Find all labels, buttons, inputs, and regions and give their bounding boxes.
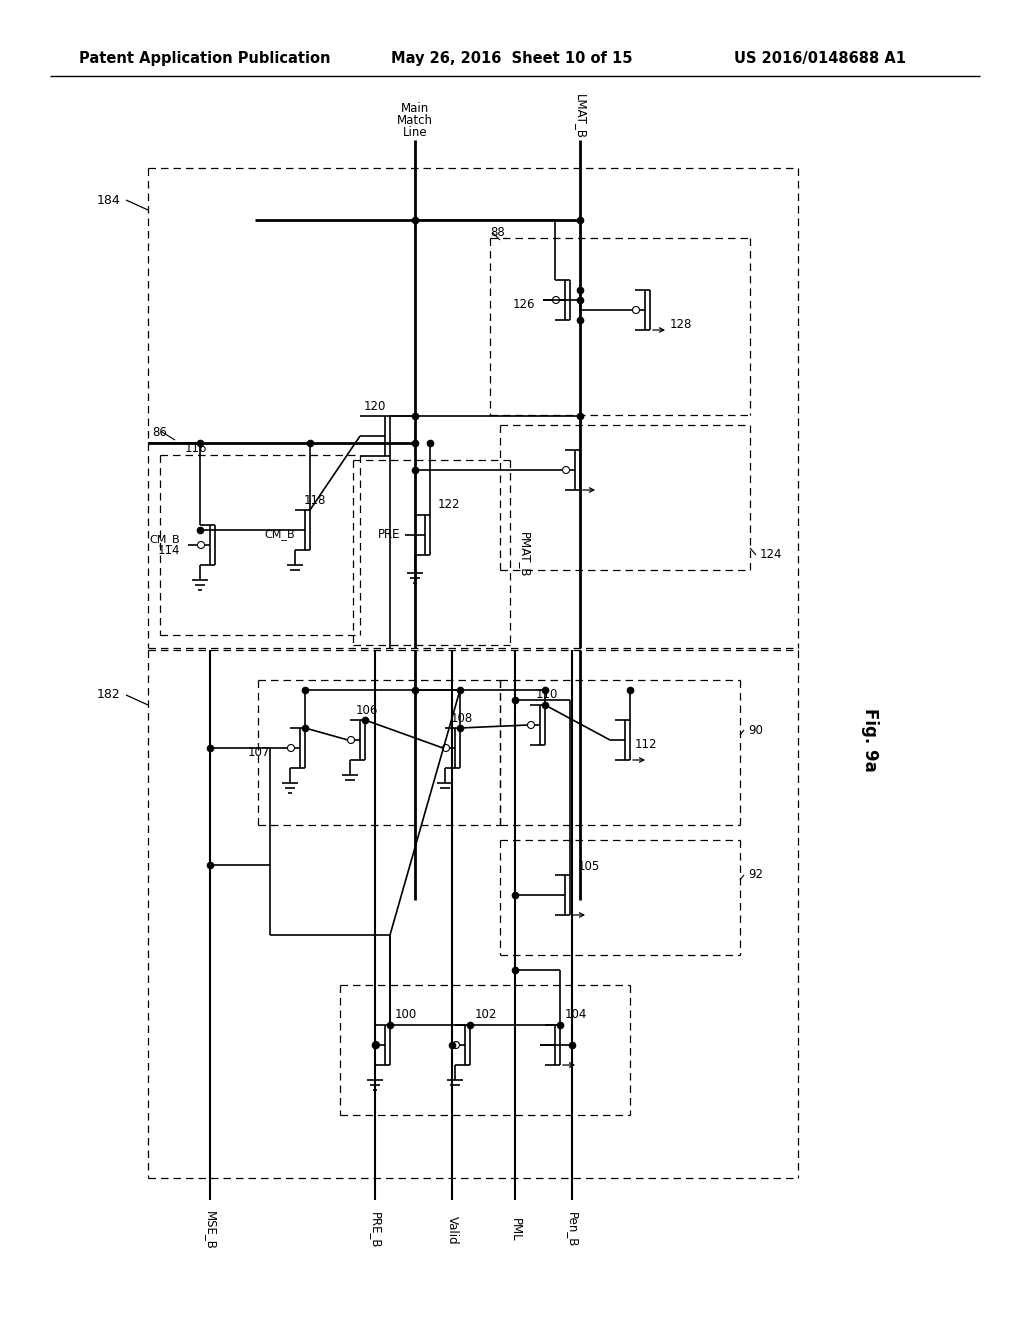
Text: 112: 112 xyxy=(635,738,657,751)
Text: 110: 110 xyxy=(536,689,558,701)
Text: 124: 124 xyxy=(760,549,782,561)
Text: 108: 108 xyxy=(451,711,473,725)
Text: May 26, 2016  Sheet 10 of 15: May 26, 2016 Sheet 10 of 15 xyxy=(391,50,633,66)
Text: US 2016/0148688 A1: US 2016/0148688 A1 xyxy=(734,50,906,66)
Text: Patent Application Publication: Patent Application Publication xyxy=(79,50,331,66)
Text: 118: 118 xyxy=(304,494,327,507)
Text: 107: 107 xyxy=(248,747,270,759)
Text: Main: Main xyxy=(400,102,429,115)
Text: PRE: PRE xyxy=(378,528,400,541)
Text: CM_B: CM_B xyxy=(150,535,180,545)
Text: 122: 122 xyxy=(438,499,461,511)
Text: 92: 92 xyxy=(748,869,763,882)
Text: 104: 104 xyxy=(565,1008,588,1022)
Text: Valid: Valid xyxy=(445,1216,459,1245)
Text: CM_B: CM_B xyxy=(264,529,295,540)
Text: 105: 105 xyxy=(578,861,600,874)
Text: PMAT_B: PMAT_B xyxy=(518,532,531,578)
Text: 114: 114 xyxy=(158,544,180,557)
Text: 100: 100 xyxy=(395,1008,417,1022)
Text: Match: Match xyxy=(397,114,433,127)
Text: 126: 126 xyxy=(512,298,535,312)
Text: 106: 106 xyxy=(355,704,378,717)
Text: 184: 184 xyxy=(96,194,120,206)
Text: 102: 102 xyxy=(475,1008,498,1022)
Text: LMAT_B: LMAT_B xyxy=(573,95,587,140)
Text: Fig. 9a: Fig. 9a xyxy=(861,708,879,772)
Text: 120: 120 xyxy=(364,400,386,412)
Text: PML: PML xyxy=(509,1218,521,1242)
Text: Pen_B: Pen_B xyxy=(565,1212,579,1247)
Text: 116: 116 xyxy=(185,441,208,454)
Text: 90: 90 xyxy=(748,723,763,737)
Text: 182: 182 xyxy=(96,689,120,701)
Text: 88: 88 xyxy=(490,227,505,239)
Text: MSE_B: MSE_B xyxy=(204,1210,216,1250)
Text: PRE_B: PRE_B xyxy=(369,1212,382,1249)
Text: Line: Line xyxy=(402,125,427,139)
Text: 86: 86 xyxy=(152,425,167,438)
Text: 128: 128 xyxy=(670,318,692,331)
